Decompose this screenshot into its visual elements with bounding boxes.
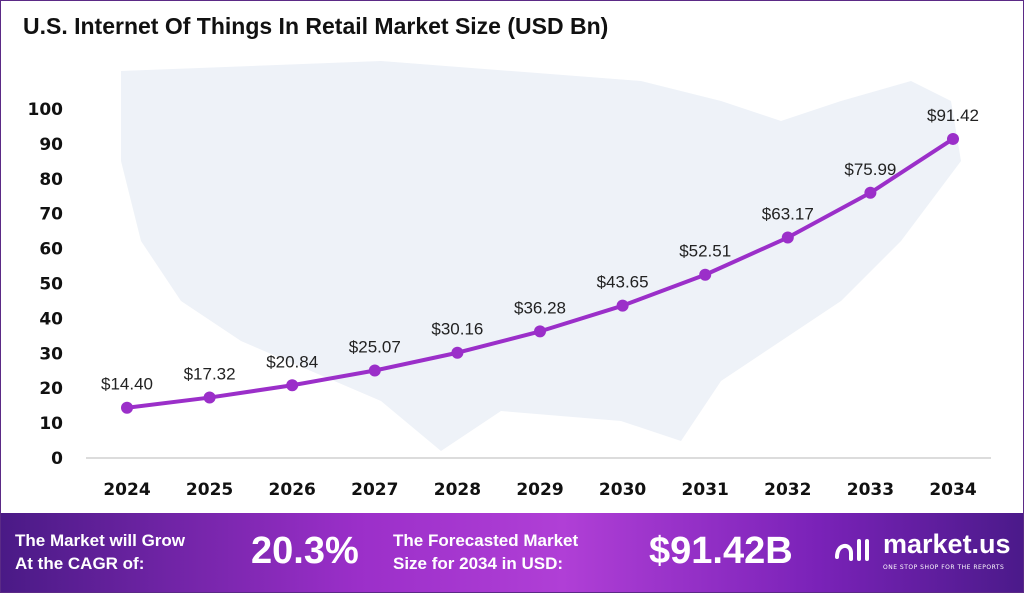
y-tick-label: 0 [51,449,63,469]
y-tick-label: 90 [39,135,63,155]
forecast-label: The Forecasted Market Size for 2034 in US… [393,529,578,575]
data-point [947,132,959,145]
y-tick-label: 50 [39,275,63,295]
data-label: $63.17 [762,205,814,224]
footer-banner: The Market will Grow At the CAGR of: 20.3… [1,513,1023,592]
data-label: $14.40 [101,375,153,394]
x-tick-label: 2030 [599,480,646,500]
y-tick-label: 60 [39,240,63,260]
data-label: $52.51 [679,242,731,261]
data-label: $30.16 [431,320,483,339]
data-label: $20.84 [266,352,318,371]
chart-title: U.S. Internet Of Things In Retail Market… [23,13,609,39]
data-label: $17.32 [184,365,236,384]
series-line [126,137,955,410]
y-tick-label: 70 [39,205,63,225]
y-tick-label: 30 [39,344,63,364]
data-point [699,268,712,281]
data-label: $25.07 [349,338,401,357]
x-tick-label: 2033 [847,480,894,500]
x-tick-label: 2025 [186,480,233,500]
forecast-value: $91.42B [649,530,793,572]
data-point [368,364,381,377]
cagr-value: 20.3% [251,530,359,572]
y-tick-label: 80 [39,170,63,190]
data-label: $36.28 [514,298,566,317]
data-point [121,401,133,414]
x-tick-label: 2032 [764,480,811,500]
cagr-label-line1: The Market will Grow [15,531,186,550]
logo-tagline: ONE STOP SHOP FOR THE REPORTS [883,564,1005,571]
data-label: $43.65 [597,273,649,292]
y-tick-label: 20 [39,379,63,399]
cagr-label-line2: At the CAGR of: [15,554,145,573]
data-label: $91.42 [927,106,979,125]
market-us-logo: market.us ONE STOP SHOP FOR THE REPORTS [833,527,1011,572]
data-point [781,231,794,244]
data-point [864,186,877,199]
forecast-label-line1: The Forecasted Market [393,531,579,550]
x-tick-label: 2028 [434,480,481,500]
forecast-label-line2: Size for 2034 in USD: [393,554,564,573]
x-tick-label: 2034 [929,480,976,500]
logo-text: market.us [883,529,1011,559]
data-label: $75.99 [844,160,896,179]
data-point [616,299,629,312]
y-tick-label: 40 [39,309,63,329]
logo-icon [835,538,869,561]
x-tick-label: 2029 [516,480,563,500]
data-point [203,391,216,404]
data-point [286,379,299,392]
x-tick-label: 2026 [269,480,316,500]
x-tick-label: 2024 [103,480,150,500]
x-tick-label: 2027 [351,480,398,500]
y-tick-label: 100 [28,100,64,120]
data-point [451,346,464,359]
us-map-background [121,61,961,451]
x-tick-label: 2031 [682,480,729,500]
y-tick-label: 10 [39,414,63,434]
cagr-label: The Market will Grow At the CAGR of: [15,529,185,575]
data-point [534,325,546,338]
